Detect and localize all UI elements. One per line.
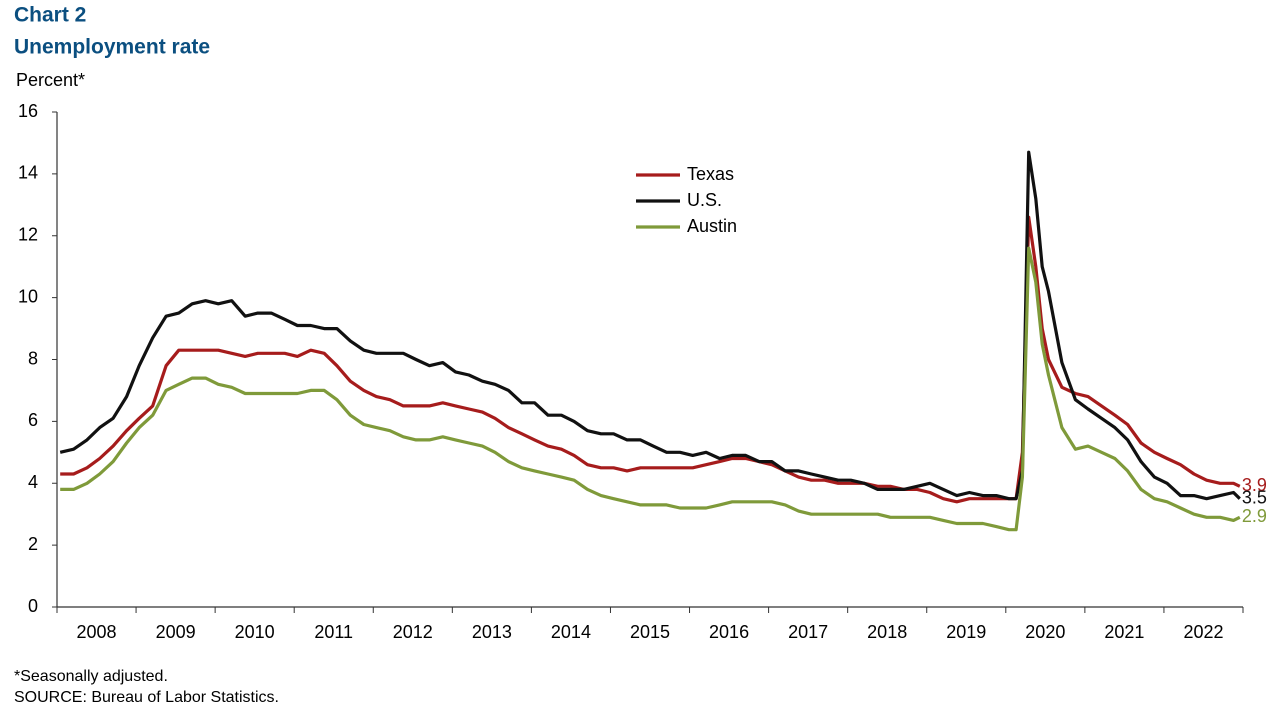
x-tick-label: 2014 [551,622,591,642]
x-tick-label: 2008 [77,622,117,642]
x-tick-label: 2012 [393,622,433,642]
y-tick-label: 2 [28,534,38,554]
x-tick-label: 2013 [472,622,512,642]
footnote: *Seasonally adjusted. [14,668,168,685]
end-label: 3.5 [1242,487,1267,507]
x-tick-label: 2016 [709,622,749,642]
x-tick-label: 2009 [156,622,196,642]
legend-label: U.S. [687,190,722,210]
x-tick-label: 2018 [867,622,907,642]
legend-label: Texas [687,164,734,184]
y-tick-label: 12 [18,225,38,245]
x-tick-label: 2022 [1183,622,1223,642]
y-tick-label: 14 [18,163,38,183]
y-tick-label: 10 [18,286,38,306]
y-tick-label: 6 [28,410,38,430]
source: SOURCE: Bureau of Labor Statistics. [14,689,279,706]
chart-subtitle: Unemployment rate [14,36,210,59]
x-tick-label: 2020 [1025,622,1065,642]
x-tick-label: 2011 [314,622,353,642]
x-tick-label: 2019 [946,622,986,642]
series-line [60,215,1241,504]
x-tick-label: 2021 [1104,622,1144,642]
end-label: 3.9 [1242,475,1267,495]
y-tick-label: 0 [28,596,38,616]
y-tick-label: 8 [28,348,38,368]
series-line [59,150,1241,501]
y-axis-label: Percent* [16,70,85,90]
x-tick-label: 2017 [788,622,828,642]
end-label: 2.9 [1242,506,1267,526]
y-tick-label: 16 [18,101,38,121]
chart-title: Chart 2 [14,4,86,27]
y-tick-label: 4 [28,472,38,492]
x-tick-label: 2015 [630,622,670,642]
legend-label: Austin [687,216,737,236]
series-line [60,246,1241,532]
x-tick-label: 2010 [235,622,275,642]
